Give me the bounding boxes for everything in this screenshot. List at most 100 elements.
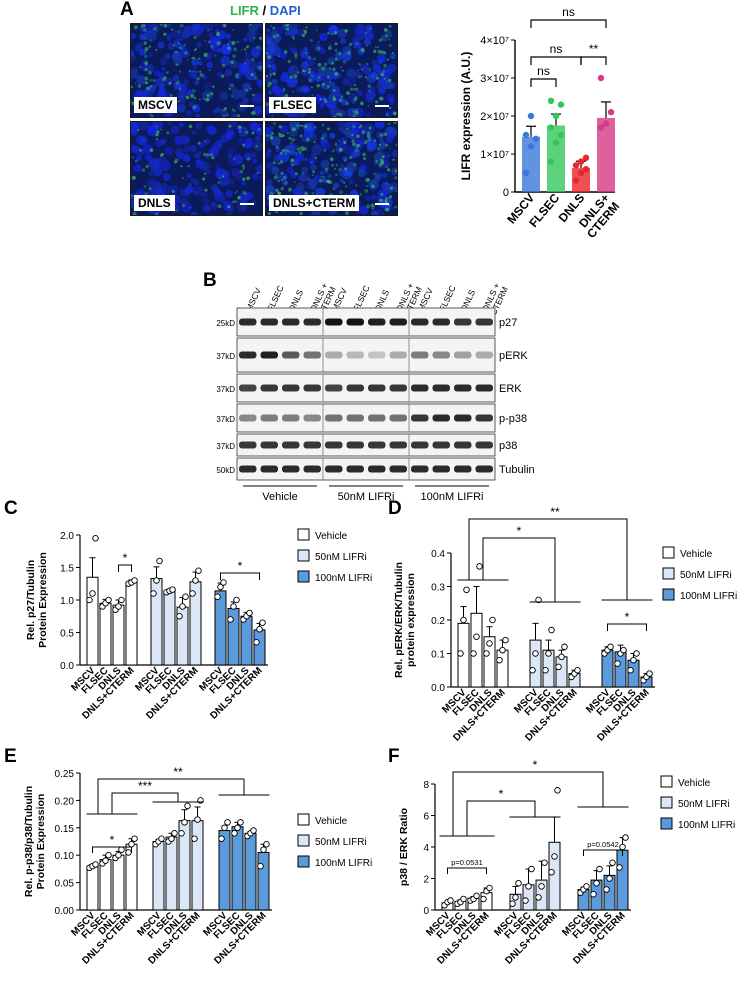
- lifr-signal: [221, 63, 226, 68]
- lifr-signal: [181, 177, 184, 180]
- lifr-signal: [234, 192, 237, 194]
- lifr-signal: [319, 98, 322, 101]
- lifr-signal: [282, 175, 287, 180]
- lifr-signal: [177, 30, 180, 34]
- nucleus: [266, 108, 270, 115]
- nucleus: [226, 211, 234, 215]
- lifr-signal: [150, 114, 154, 117]
- nucleus: [357, 169, 366, 177]
- blot-strip: [236, 337, 496, 373]
- lifr-signal: [251, 131, 255, 135]
- lifr-signal: [171, 189, 175, 193]
- lifr-title: LIFR: [230, 3, 259, 18]
- sig-bracket-veh-50-label: *: [517, 524, 522, 538]
- lifr-signal: [210, 92, 214, 96]
- lifr-signal: [275, 173, 278, 176]
- legend-swatch: [297, 528, 310, 541]
- nucleus: [252, 173, 259, 180]
- lifr-signal: [169, 93, 173, 97]
- nucleus: [280, 52, 287, 59]
- lifr-signal: [374, 46, 377, 49]
- lifr-signal: [307, 178, 310, 181]
- lifr-signal: [141, 168, 146, 172]
- sig-bracket-veh-100: [97, 778, 245, 814]
- lifr-signal: [233, 47, 237, 52]
- lifr-signal: [361, 130, 366, 134]
- nucleus: [392, 150, 397, 158]
- lifr-signal: [275, 145, 279, 149]
- lifr-signal: [353, 88, 356, 91]
- nucleus: [225, 189, 233, 198]
- data-point: [230, 603, 237, 610]
- data-point: [548, 626, 555, 634]
- nucleus: [311, 144, 323, 155]
- nucleus: [179, 135, 189, 145]
- lifr-signal: [235, 74, 240, 79]
- data-point: [547, 124, 555, 131]
- nucleus: [342, 51, 352, 62]
- lifr-signal: [275, 188, 279, 192]
- lifr-signal: [192, 105, 197, 110]
- lifr-signal: [179, 46, 182, 50]
- y-tick-label: 0.2: [431, 616, 445, 627]
- blot-band: [346, 318, 364, 326]
- nucleus: [225, 130, 235, 139]
- lifr-signal: [318, 76, 321, 79]
- y-tick-label: 2.0: [60, 531, 74, 542]
- data-point: [622, 834, 629, 841]
- lifr-signal: [389, 44, 392, 47]
- lifr-signal: [310, 161, 313, 164]
- nucleus: [241, 180, 246, 186]
- lifr-signal: [303, 31, 307, 36]
- lifr-signal: [365, 44, 368, 47]
- data-point: [597, 74, 605, 82]
- lifr-signal: [273, 175, 278, 180]
- bar: [548, 841, 561, 911]
- lifr-signal: [394, 169, 397, 172]
- sig-bracket-veh-50: [111, 792, 179, 814]
- lifr-signal: [317, 40, 320, 43]
- lifr-signal: [173, 44, 175, 47]
- lifr-signal: [364, 76, 367, 79]
- nucleus: [221, 176, 231, 186]
- data-point: [529, 666, 536, 674]
- blot-band: [389, 441, 407, 449]
- lifr-signal: [180, 165, 183, 168]
- nucleus: [202, 204, 211, 213]
- nucleus: [269, 48, 276, 54]
- blot-band: [368, 465, 386, 473]
- y-axis-label: Rel. p-p38/p38/TubulinProtein Expression: [23, 786, 47, 897]
- data-point: [231, 830, 238, 837]
- lifr-signal: [266, 74, 269, 78]
- y-tick-label: 0.5: [60, 629, 74, 640]
- nucleus: [195, 113, 200, 117]
- lifr-signal: [377, 147, 381, 151]
- blot-band: [346, 414, 364, 422]
- blot-name: p-p38: [499, 413, 527, 425]
- nucleus: [252, 158, 258, 164]
- legend-swatch: [662, 588, 675, 601]
- lifr-signal: [324, 167, 328, 171]
- lifr-signal: [204, 188, 208, 192]
- lifr-signal: [311, 174, 314, 176]
- data-point: [224, 819, 231, 826]
- blot-band: [325, 351, 343, 359]
- lifr-signal: [374, 100, 379, 104]
- y-axis-label: Rel. p27/TubulinProtein Expression: [25, 552, 49, 648]
- lifr-signal: [294, 55, 298, 59]
- data-point: [105, 596, 112, 604]
- blot-band: [346, 351, 364, 359]
- nucleus: [215, 28, 220, 33]
- lifr-signal: [193, 96, 197, 100]
- lifr-signal: [354, 87, 359, 92]
- lifr-signal: [277, 179, 281, 183]
- data-point: [263, 840, 270, 848]
- data-point: [128, 840, 135, 848]
- data-point: [218, 835, 225, 843]
- lifr-signal: [284, 181, 288, 185]
- data-point: [89, 590, 96, 597]
- lifr-signal: [211, 156, 215, 160]
- bar: [86, 865, 99, 911]
- lifr-signal: [175, 81, 179, 85]
- lifr-signal: [272, 72, 276, 76]
